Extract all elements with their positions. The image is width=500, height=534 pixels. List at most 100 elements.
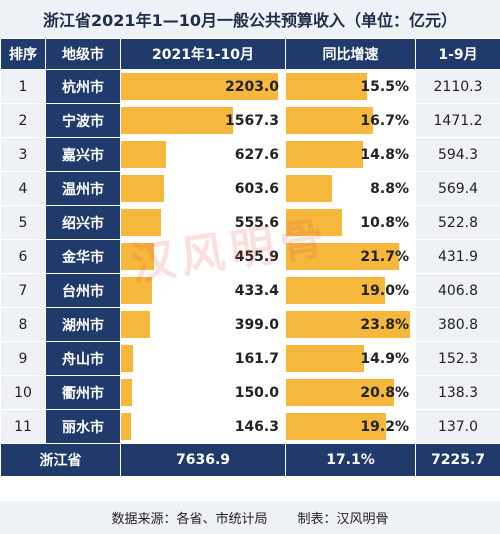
city-cell: 宁波市 [45, 103, 121, 138]
growth-cell: 8.8% [285, 171, 416, 206]
total-previous: 7225.7 [415, 443, 500, 477]
total-row: 浙江省 7636.9 17.1% 7225.7 [0, 443, 500, 477]
value-bar [121, 345, 133, 372]
growth-bar [286, 311, 410, 338]
table-row: 10 衢州市 150.0 20.8% 138.3 [0, 375, 500, 410]
growth-cell: 19.2% [285, 409, 416, 444]
value-label: 146.3 [234, 418, 279, 435]
rank-cell: 5 [0, 205, 46, 240]
growth-cell: 14.8% [285, 137, 416, 172]
previous-cell: 522.8 [415, 205, 500, 240]
table-row: 7 台州市 433.4 19.0% 406.8 [0, 273, 500, 308]
header-city: 地级市 [45, 38, 121, 70]
value-bar [121, 209, 161, 236]
table-row: 6 金华市 455.9 21.7% 431.9 [0, 239, 500, 274]
header-row: 排序 地级市 2021年1-10月 同比增速 1-9月 [0, 38, 500, 70]
growth-label: 14.8% [360, 146, 409, 163]
table-row: 3 嘉兴市 627.6 14.8% 594.3 [0, 137, 500, 172]
value-label: 627.6 [234, 146, 279, 163]
growth-bar [286, 277, 385, 304]
growth-cell: 15.5% [285, 69, 416, 104]
previous-cell: 406.8 [415, 273, 500, 308]
header-current: 2021年1-10月 [120, 38, 286, 70]
value-bar [121, 311, 150, 338]
value-cell: 399.0 [120, 307, 286, 342]
growth-label: 15.5% [360, 78, 409, 95]
growth-bar [286, 243, 399, 270]
previous-cell: 137.0 [415, 409, 500, 444]
growth-cell: 21.7% [285, 239, 416, 274]
value-label: 399.0 [234, 316, 279, 333]
rank-cell: 8 [0, 307, 46, 342]
city-cell: 衢州市 [45, 375, 121, 410]
previous-cell: 1471.2 [415, 103, 500, 138]
growth-label: 14.9% [360, 350, 409, 367]
growth-label: 10.8% [360, 214, 409, 231]
growth-bar [286, 413, 386, 440]
value-label: 555.6 [234, 214, 279, 231]
total-growth: 17.1% [285, 443, 416, 477]
value-bar [121, 73, 279, 100]
value-bar [121, 175, 165, 202]
page-title: 浙江省2021年1—10月一般公共预算收入（单位：亿元） [0, 0, 500, 38]
rank-cell: 4 [0, 171, 46, 206]
growth-bar [286, 141, 363, 168]
city-cell: 杭州市 [45, 69, 121, 104]
growth-label: 19.2% [360, 418, 409, 435]
value-bar [121, 107, 233, 134]
value-cell: 603.6 [120, 171, 286, 206]
growth-label: 20.8% [360, 384, 409, 401]
growth-label: 8.8% [370, 180, 409, 197]
value-bar [121, 277, 152, 304]
value-cell: 555.6 [120, 205, 286, 240]
value-label: 150.0 [234, 384, 279, 401]
rank-cell: 3 [0, 137, 46, 172]
growth-bar [286, 379, 395, 406]
growth-label: 21.7% [360, 248, 409, 265]
growth-cell: 23.8% [285, 307, 416, 342]
previous-cell: 2110.3 [415, 69, 500, 104]
previous-cell: 569.4 [415, 171, 500, 206]
value-bar [121, 413, 132, 440]
rank-cell: 1 [0, 69, 46, 104]
rank-cell: 11 [0, 409, 46, 444]
value-cell: 1567.3 [120, 103, 286, 138]
previous-cell: 431.9 [415, 239, 500, 274]
city-cell: 温州市 [45, 171, 121, 206]
city-cell: 湖州市 [45, 307, 121, 342]
growth-label: 23.8% [360, 316, 409, 333]
value-cell: 2203.0 [120, 69, 286, 104]
header-previous: 1-9月 [415, 38, 500, 70]
header-rank: 排序 [0, 38, 46, 70]
growth-cell: 20.8% [285, 375, 416, 410]
growth-label: 16.7% [360, 112, 409, 129]
previous-cell: 380.8 [415, 307, 500, 342]
table-row: 2 宁波市 1567.3 16.7% 1471.2 [0, 103, 500, 138]
growth-bar [286, 175, 332, 202]
total-label: 浙江省 [0, 443, 121, 477]
revenue-table: 排序 地级市 2021年1-10月 同比增速 1-9月 1 杭州市 2203.0 15… [0, 38, 500, 477]
growth-cell: 14.9% [285, 341, 416, 376]
growth-cell: 10.8% [285, 205, 416, 240]
growth-bar [286, 209, 343, 236]
value-label: 433.4 [234, 282, 279, 299]
maker-note: 制表：汉风明骨 [297, 512, 389, 527]
footer: 数据来源：各省、市统计局 制表：汉风明骨 [0, 501, 500, 534]
value-cell: 161.7 [120, 341, 286, 376]
value-bar [121, 141, 166, 168]
city-cell: 丽水市 [45, 409, 121, 444]
growth-cell: 19.0% [285, 273, 416, 308]
total-value: 7636.9 [120, 443, 286, 477]
previous-cell: 152.3 [415, 341, 500, 376]
growth-label: 19.0% [360, 282, 409, 299]
rank-cell: 6 [0, 239, 46, 274]
city-cell: 台州市 [45, 273, 121, 308]
growth-bar [286, 73, 367, 100]
city-cell: 绍兴市 [45, 205, 121, 240]
city-cell: 嘉兴市 [45, 137, 121, 172]
rank-cell: 9 [0, 341, 46, 376]
growth-bar [286, 345, 364, 372]
table-row: 9 舟山市 161.7 14.9% 152.3 [0, 341, 500, 376]
rank-cell: 2 [0, 103, 46, 138]
value-label: 2203.0 [224, 78, 279, 95]
